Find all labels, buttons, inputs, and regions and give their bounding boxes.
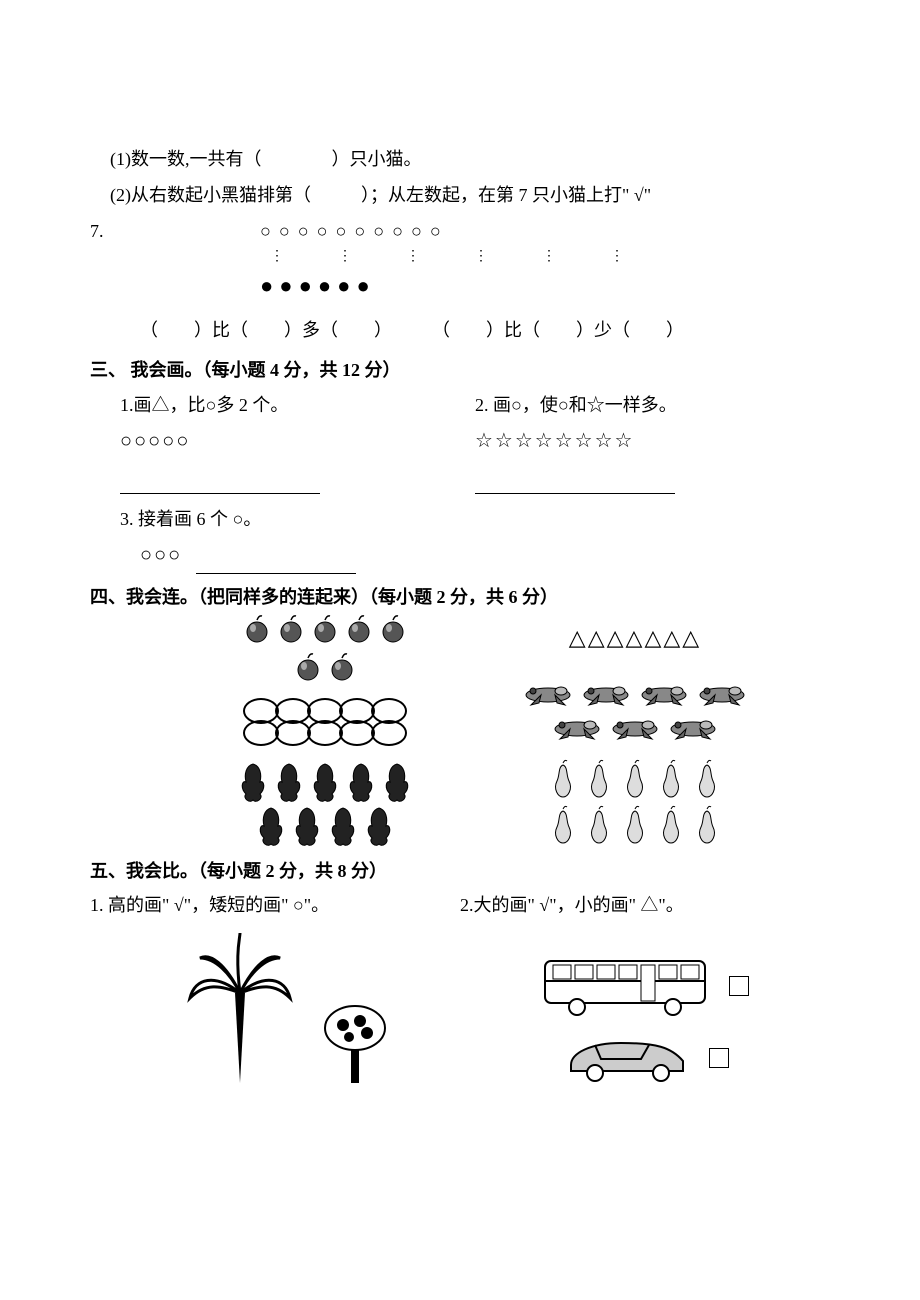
pear-icon [620, 759, 650, 799]
plane-icon [521, 677, 575, 707]
pear-icon [548, 805, 578, 845]
pear-icon [548, 759, 578, 799]
oval-icon [307, 720, 343, 746]
s3-q2-symbols: ☆☆☆☆☆☆☆☆ [475, 422, 830, 460]
row-solid-circles: ●●●●●● [130, 265, 830, 307]
pear-icon [656, 759, 686, 799]
pear-icon [620, 805, 650, 845]
q2-text-b: ）；从左数起，在第 7 只小猫上打" √" [361, 185, 651, 205]
plane-icon [695, 677, 749, 707]
pear-icon [584, 759, 614, 799]
group-roses[interactable] [220, 762, 430, 848]
pear-icon [692, 759, 722, 799]
apple-icon [327, 652, 357, 682]
section-4-title: 四、我会连。（把同样多的连起来）（每小题 2 分，共 6 分） [90, 580, 830, 614]
q1-text-b: ）只小猫。 [332, 149, 422, 169]
gallery-right: △△△△△△△ [496, 617, 775, 845]
rose-icon [254, 806, 288, 848]
compare-row [90, 923, 830, 1083]
oval-icon [243, 720, 279, 746]
rose-icon [326, 806, 360, 848]
checkbox[interactable] [709, 1048, 729, 1068]
group-planes[interactable] [515, 677, 755, 741]
checkbox[interactable] [729, 976, 749, 996]
apple-icon [344, 614, 374, 644]
apple-icon [310, 614, 340, 644]
plane-icon [666, 711, 720, 741]
q2-text-a: (2)从右数起小黑猫排第（ [110, 185, 311, 205]
oval-icon [371, 720, 407, 746]
plane-icon [637, 677, 691, 707]
palm-tree-icon [185, 923, 295, 1083]
answer-line[interactable] [120, 475, 320, 494]
group-triangles[interactable]: △△△△△△△ [569, 617, 701, 659]
s5-q1-text: 1. 高的画" √"，矮短的画" ○"。 [90, 888, 460, 922]
rose-icon [380, 762, 414, 804]
rose-icon [308, 762, 342, 804]
plane-icon [550, 711, 604, 741]
s3-q1-text: 1.画△，比○多 2 个。 [120, 388, 475, 422]
q1-text-a: (1)数一数,一共有（ [110, 149, 262, 169]
s3-q2: 2. 画○，使○和☆一样多。 ☆☆☆☆☆☆☆☆ [475, 388, 830, 494]
section-5-title: 五、我会比。（每小题 2 分，共 8 分） [90, 854, 830, 888]
matching-gallery[interactable]: △△△△△△△ [90, 614, 830, 848]
apple-icon [378, 614, 408, 644]
pear-icon [584, 805, 614, 845]
answer-line[interactable] [196, 555, 356, 574]
s3-q3-symbols: ○○○ [120, 544, 182, 566]
section-3-title: 三、 我会画。（每小题 4 分，共 12 分） [90, 353, 830, 387]
s3-q3-text: 3. 接着画 6 个 ○。 [120, 502, 830, 536]
s3-q2-text: 2. 画○，使○和☆一样多。 [475, 388, 830, 422]
compare-vehicles [490, 955, 800, 1083]
q7-label: 7. [90, 214, 130, 307]
plane-icon [608, 711, 662, 741]
rose-icon [272, 762, 306, 804]
apple-icon [293, 652, 323, 682]
s5-q2-text: 2.大的画" √"，小的画" △"。 [460, 888, 830, 922]
oval-icon [275, 720, 311, 746]
fill-compare-more[interactable]: （ ）比（ ）多（ ） [140, 313, 392, 347]
pear-icon [656, 805, 686, 845]
question-2: (2)从右数起小黑猫排第（ ）；从左数起，在第 7 只小猫上打" √" [90, 178, 830, 212]
s3-q3: 3. 接着画 6 个 ○。 ○○○ [90, 502, 830, 574]
bus-icon [541, 955, 711, 1017]
car-icon [561, 1033, 691, 1083]
s3-q1-symbols: ○○○○○ [120, 422, 475, 460]
apple-icon [276, 614, 306, 644]
rose-icon [236, 762, 270, 804]
row-vdots: ⋮ ⋮ ⋮ ⋮ ⋮ ⋮ [130, 249, 830, 266]
gallery-left [186, 614, 465, 848]
question-7: 7. ○○○○○○○○○○ ⋮ ⋮ ⋮ ⋮ ⋮ ⋮ ●●●●●● （ ）比（ ）… [90, 214, 830, 347]
rose-icon [362, 806, 396, 848]
small-tree-icon [315, 993, 395, 1083]
apple-icon [242, 614, 272, 644]
pear-icon [692, 805, 722, 845]
row-open-circles: ○○○○○○○○○○ [130, 214, 830, 248]
rose-icon [344, 762, 378, 804]
group-apples[interactable] [225, 614, 425, 682]
rose-icon [290, 806, 324, 848]
group-pears[interactable] [535, 759, 735, 845]
fill-compare-less[interactable]: （ ）比（ ）少（ ） [432, 313, 684, 347]
s3-q1: 1.画△，比○多 2 个。 ○○○○○ [120, 388, 475, 494]
question-1: (1)数一数,一共有（ ）只小猫。 [90, 142, 830, 176]
group-ovals[interactable] [235, 700, 415, 744]
plane-icon [579, 677, 633, 707]
compare-trees [120, 923, 460, 1083]
oval-icon [339, 720, 375, 746]
answer-line[interactable] [475, 475, 675, 494]
